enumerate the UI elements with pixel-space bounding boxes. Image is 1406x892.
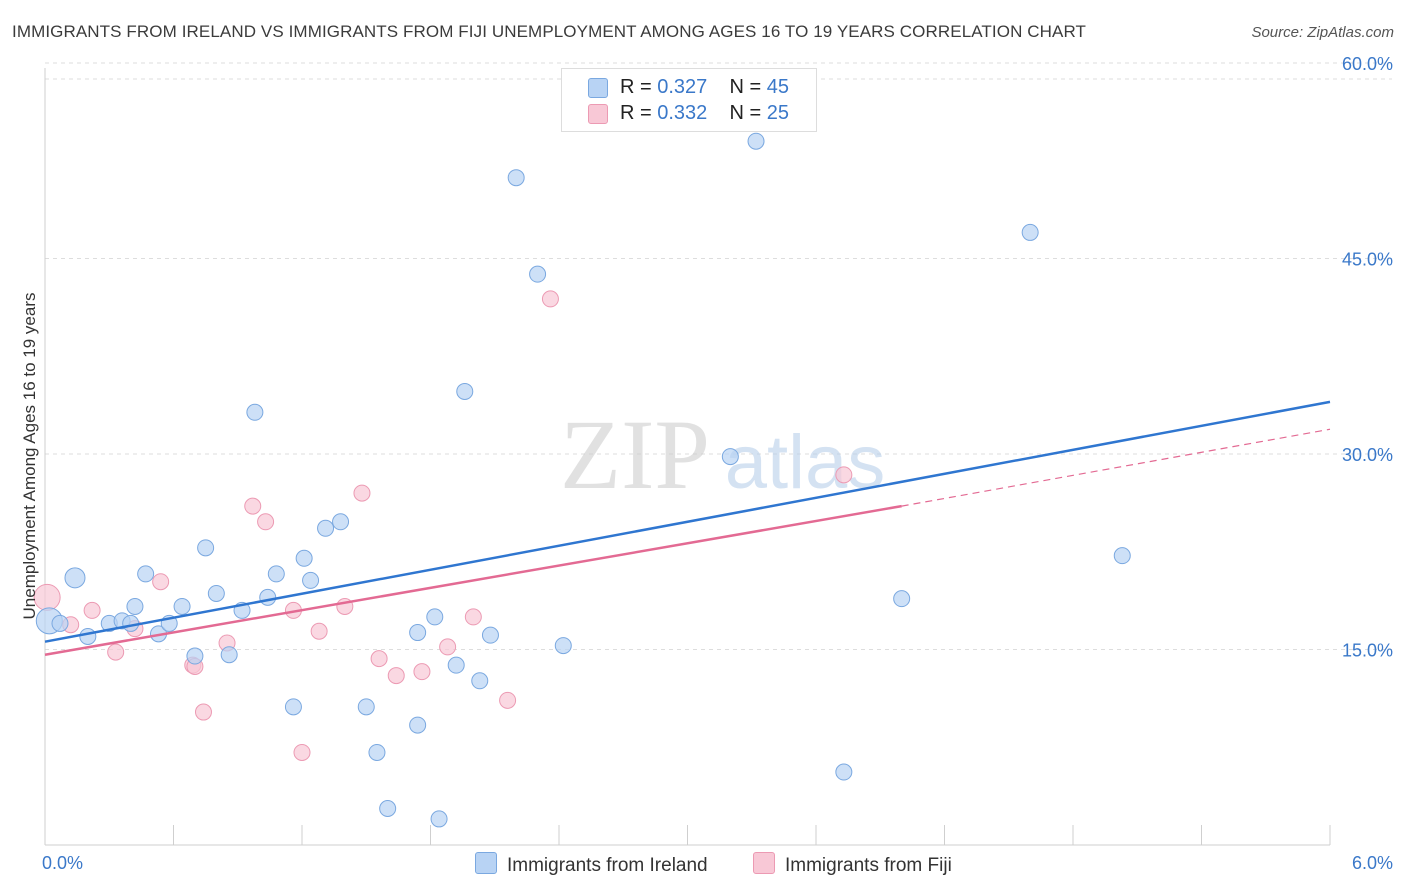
ireland-point <box>246 403 264 421</box>
y-axis-label: Unemployment Among Ages 16 to 19 years <box>20 292 39 620</box>
fiji-r-value: 0.332 <box>657 102 708 124</box>
ireland-point <box>507 169 525 187</box>
ireland-point <box>1113 547 1131 565</box>
fiji-point <box>194 703 212 721</box>
ireland-point <box>747 132 765 150</box>
watermark-atlas: atlas <box>725 420 886 505</box>
ireland-point <box>379 800 397 818</box>
ireland-point <box>259 588 277 606</box>
y-tick-label: 45.0% <box>1342 250 1393 270</box>
ireland-point <box>197 539 215 557</box>
ireland-point <box>456 382 474 400</box>
fiji-point <box>541 290 559 308</box>
fiji-point <box>257 513 275 531</box>
ireland-point <box>357 698 375 716</box>
ireland-point <box>51 614 69 632</box>
fiji-point <box>835 466 853 484</box>
legend-r-label: R = <box>620 102 658 124</box>
fiji-point <box>83 601 101 619</box>
fiji-point <box>353 484 371 502</box>
watermark-zip: ZIP <box>560 399 710 510</box>
watermark: ZIP atlas <box>560 399 885 510</box>
ireland-point <box>64 567 86 589</box>
ireland-point <box>1021 223 1039 241</box>
ireland-point <box>721 448 739 466</box>
fiji-point <box>413 663 431 681</box>
ireland-legend-label: Immigrants from Ireland <box>507 855 708 876</box>
fiji-point <box>464 608 482 626</box>
ireland-n-value: 45 <box>766 76 790 98</box>
ireland-point <box>481 626 499 644</box>
ireland-point <box>554 637 572 655</box>
fiji-point <box>387 667 405 685</box>
ireland-point <box>302 571 320 589</box>
ireland-point <box>207 584 225 602</box>
ireland-point <box>368 743 386 761</box>
ireland-point <box>529 265 547 283</box>
bottom-legend-ireland: Immigrants from Ireland <box>475 852 708 877</box>
fiji-point <box>499 691 517 709</box>
ireland-point <box>409 624 427 642</box>
chart-title: IMMIGRANTS FROM IRELAND VS IMMIGRANTS FR… <box>12 22 1087 41</box>
ireland-point <box>284 698 302 716</box>
ireland-point <box>332 513 350 531</box>
ireland-point <box>220 646 238 664</box>
y-tick-label: 60.0% <box>1342 54 1393 74</box>
fiji-point <box>370 650 388 668</box>
ireland-point <box>893 590 911 608</box>
ireland-trend-line <box>44 400 1331 643</box>
ireland-points <box>35 132 1131 828</box>
fiji-points <box>33 290 853 761</box>
ireland-point <box>317 519 335 537</box>
fiji-point <box>439 638 457 656</box>
fiji-point <box>107 643 125 661</box>
x-tick-label: 0.0% <box>42 853 83 873</box>
legend-n-label: N = <box>729 102 767 124</box>
ireland-r-value: 0.327 <box>657 76 708 98</box>
fiji-legend-label: Immigrants from Fiji <box>785 855 952 876</box>
ireland-point <box>173 597 191 615</box>
fiji-swatch <box>588 104 608 124</box>
ireland-point <box>447 656 465 674</box>
y-tick-label: 15.0% <box>1342 641 1393 661</box>
fiji-point <box>310 622 328 640</box>
fiji-trend-extension <box>901 428 1331 507</box>
fiji-trend-line <box>44 504 902 656</box>
ireland-point <box>295 549 313 567</box>
fiji-point <box>244 497 262 515</box>
ireland-point <box>426 608 444 626</box>
trend-lines <box>44 400 1331 656</box>
legend-r-label: R = <box>620 76 658 98</box>
ireland-point <box>186 647 204 665</box>
bottom-legend-fiji: Immigrants from Fiji <box>753 852 952 877</box>
ireland-point <box>126 597 144 615</box>
y-tick-label: 30.0% <box>1342 445 1393 465</box>
legend-n-label: N = <box>729 76 767 98</box>
source-label: Source: ZipAtlas.com <box>1251 24 1394 41</box>
ireland-point <box>267 565 285 583</box>
grid-lines <box>45 62 1392 650</box>
ireland-point <box>137 565 155 583</box>
fiji-point <box>293 743 311 761</box>
fiji-legend-swatch <box>753 852 775 874</box>
ireland-point <box>79 627 97 645</box>
correlation-legend: R = 0.327 N = 45 R = 0.332 N = 25 <box>561 68 817 132</box>
ireland-legend-swatch <box>475 852 497 874</box>
ireland-point <box>430 810 448 828</box>
ireland-point <box>409 716 427 734</box>
tick-labels: 15.0% 30.0% 45.0% 60.0% 0.0% 6.0% <box>42 54 1393 873</box>
ireland-swatch <box>588 78 608 98</box>
ireland-point <box>471 672 489 690</box>
axes <box>44 68 1331 846</box>
ireland-point <box>835 763 853 781</box>
fiji-point <box>152 573 170 591</box>
x-tick-label: 6.0% <box>1352 853 1393 873</box>
fiji-n-value: 25 <box>766 102 790 124</box>
